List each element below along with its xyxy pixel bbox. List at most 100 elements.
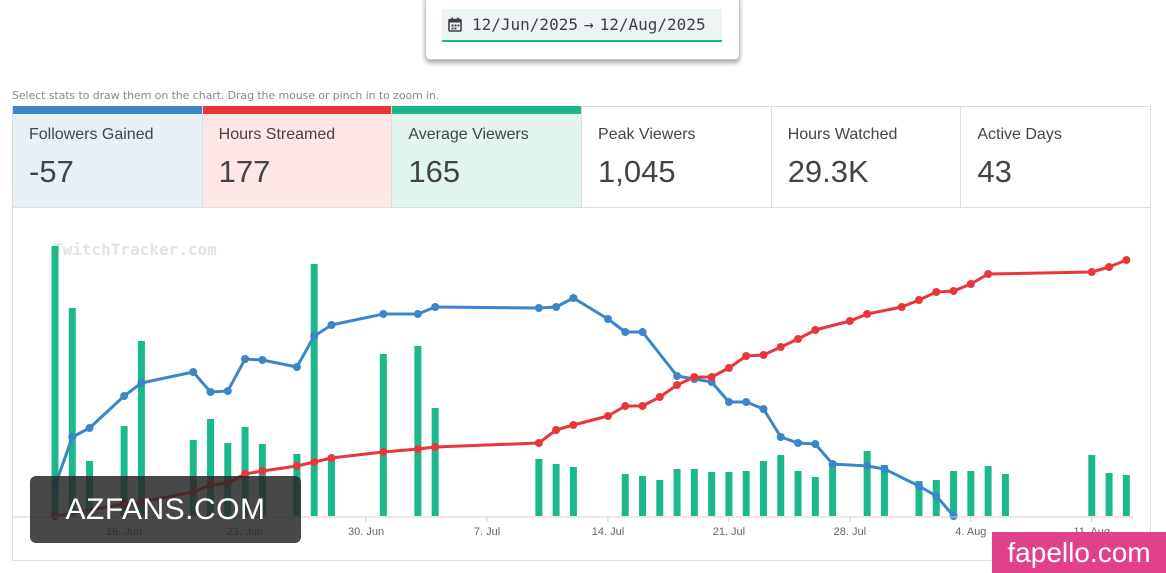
hours-point — [569, 421, 578, 429]
stat-label: Peak Viewers — [598, 126, 696, 143]
hours-point — [310, 458, 319, 466]
followers-point — [137, 379, 146, 387]
hours-point — [258, 467, 267, 475]
viewer-bar — [690, 469, 698, 516]
followers-point — [621, 328, 630, 336]
hours-point — [759, 351, 768, 359]
hours-point — [431, 443, 440, 451]
viewer-bar — [310, 264, 318, 516]
hours-point — [949, 287, 958, 295]
stats-row: Followers Gained -57 Hours Streamed 177 … — [12, 106, 1151, 208]
hours-point — [811, 326, 820, 334]
viewer-bar — [656, 480, 664, 516]
followers-point — [569, 294, 578, 302]
viewer-bar — [1088, 455, 1096, 516]
hours-point — [673, 381, 682, 389]
viewer-bar — [120, 426, 128, 516]
viewer-bar — [1122, 475, 1130, 516]
viewer-bar — [673, 469, 681, 516]
stat-followers-gained[interactable]: Followers Gained -57 — [13, 106, 203, 207]
followers-point — [794, 439, 803, 447]
followers-point — [241, 355, 250, 363]
followers-point — [932, 492, 941, 500]
hours-point — [724, 364, 733, 372]
date-start: 12/Jun/2025 — [472, 15, 578, 34]
stat-selected-bar — [392, 106, 582, 114]
stat-active-days[interactable]: Active Days 43 — [961, 107, 1150, 207]
followers-point — [534, 304, 543, 312]
followers-point — [759, 405, 768, 413]
calendar-icon — [448, 17, 462, 32]
stat-value: 1,045 — [598, 154, 676, 189]
viewer-bar — [1001, 474, 1009, 516]
chart-frame[interactable]: TwitchTracker.com 16. Jun23. Jun30. Jun7… — [12, 208, 1151, 561]
followers-point — [603, 315, 612, 323]
stat-hours-watched[interactable]: Hours Watched 29.3K — [772, 107, 962, 207]
followers-point — [206, 388, 215, 396]
viewer-bar — [639, 476, 647, 516]
stat-value: 177 — [218, 154, 271, 189]
hours-point — [863, 310, 872, 318]
stat-label: Average Viewers — [408, 126, 529, 143]
stat-value: 43 — [977, 154, 1012, 189]
viewer-bar — [1105, 473, 1113, 516]
stat-label: Hours Streamed — [218, 126, 336, 143]
chart-watermark: TwitchTracker.com — [53, 240, 217, 259]
viewer-bar — [984, 466, 992, 516]
hours-point — [1105, 263, 1114, 271]
viewer-bar — [915, 481, 923, 516]
date-range-picker[interactable]: 12/Jun/2025 → 12/Aug/2025 — [442, 9, 722, 42]
followers-point — [431, 303, 440, 311]
x-tick-label: 30. Jun — [348, 526, 384, 538]
viewer-bar — [880, 465, 888, 516]
azfans-watermark: AZFANS.COM — [30, 476, 301, 543]
date-arrow: → — [583, 15, 594, 34]
viewer-bar — [379, 354, 387, 516]
followers-point — [327, 321, 336, 329]
stat-hours-streamed[interactable]: Hours Streamed 177 — [202, 106, 393, 207]
hours-point — [379, 448, 388, 456]
hours-point — [603, 412, 612, 420]
hours-point — [292, 462, 301, 470]
viewer-bar — [431, 408, 439, 516]
followers-point — [673, 372, 682, 380]
x-tick-label: 4. Aug — [955, 526, 986, 538]
stats-chart[interactable]: TwitchTracker.com 16. Jun23. Jun30. Jun7… — [13, 208, 1152, 561]
hours-point — [534, 439, 543, 447]
hours-point — [794, 335, 803, 343]
followers-point — [742, 398, 751, 406]
viewer-bar — [829, 461, 837, 516]
viewer-bar — [967, 471, 975, 516]
hours-point — [638, 402, 647, 410]
followers-point — [776, 433, 785, 441]
x-tick-label: 21. Jul — [713, 526, 745, 538]
followers-point — [292, 363, 301, 371]
hours-point — [1122, 256, 1131, 264]
viewer-bar — [535, 459, 543, 516]
followers-point — [85, 424, 94, 432]
hours-point — [966, 280, 975, 288]
viewer-bar — [327, 458, 335, 516]
viewer-bar — [863, 451, 871, 516]
followers-point — [379, 310, 388, 318]
hours-point — [655, 393, 664, 401]
stat-average-viewers[interactable]: Average Viewers 165 — [392, 106, 583, 207]
followers-point — [552, 303, 561, 311]
followers-point — [68, 433, 77, 441]
followers-point — [811, 440, 820, 448]
viewer-bar — [137, 341, 145, 516]
stat-value: 165 — [408, 154, 461, 189]
viewer-bar — [777, 455, 785, 516]
stat-peak-viewers[interactable]: Peak Viewers 1,045 — [582, 107, 772, 207]
date-end: 12/Aug/2025 — [599, 15, 706, 34]
hours-point — [552, 426, 561, 434]
hours-point — [707, 373, 716, 381]
fapello-watermark: fapello.com — [992, 532, 1166, 573]
viewer-bar — [552, 464, 560, 516]
hours-point — [897, 303, 906, 311]
hours-point — [413, 445, 422, 453]
viewer-bar — [759, 461, 767, 516]
x-tick-label: 14. Jul — [592, 526, 624, 538]
stat-label: Hours Watched — [787, 126, 898, 143]
followers-point — [413, 310, 422, 318]
